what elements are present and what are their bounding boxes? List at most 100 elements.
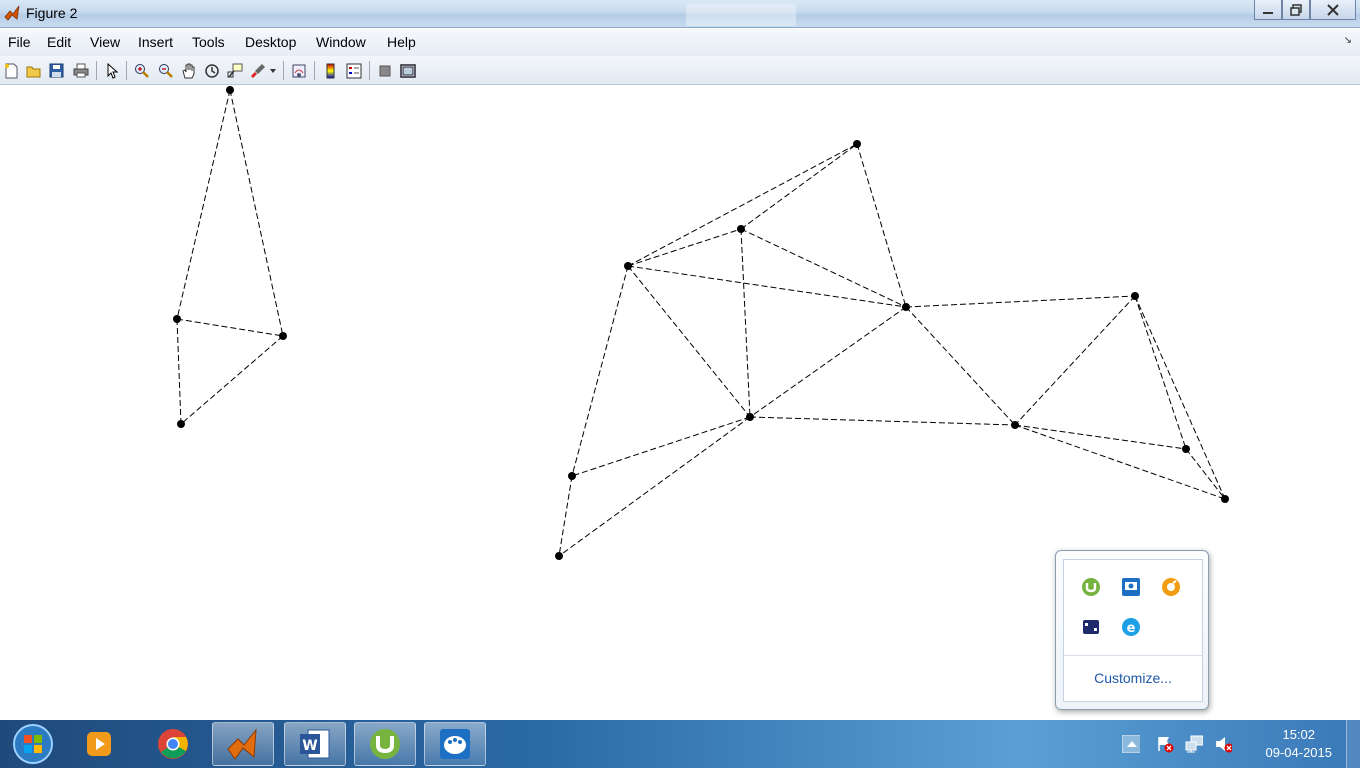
window-controls bbox=[1254, 0, 1356, 22]
edge-n6-n8 bbox=[740, 228, 907, 308]
clock-time: 15:02 bbox=[1282, 727, 1316, 742]
figure-toolbar bbox=[0, 56, 1360, 85]
media-tray-icon[interactable] bbox=[1080, 616, 1102, 638]
show-hidden-arrow-icon[interactable] bbox=[1122, 735, 1140, 753]
restore-icon bbox=[1290, 3, 1302, 16]
node-n4 bbox=[177, 420, 185, 428]
menu-tools[interactable]: Tools bbox=[192, 34, 225, 50]
edge-n9-n12 bbox=[1134, 295, 1187, 450]
menu-bar: File Edit View Insert Tools Desktop Wind… bbox=[0, 29, 1360, 56]
menu-file[interactable]: File bbox=[8, 34, 31, 50]
toolbar-separator bbox=[96, 61, 97, 80]
edge-n8-n11 bbox=[905, 306, 1016, 426]
minimize-icon bbox=[1263, 11, 1273, 14]
edge-n11-n13 bbox=[1014, 424, 1226, 500]
node-n15 bbox=[555, 552, 563, 560]
new-figure-icon[interactable] bbox=[3, 62, 20, 79]
dock-arrow-icon[interactable]: ↘ bbox=[1343, 35, 1352, 46]
taskbar-word[interactable]: W bbox=[284, 722, 346, 766]
menu-window[interactable]: Window bbox=[316, 34, 366, 50]
menu-desktop[interactable]: Desktop bbox=[245, 34, 297, 50]
data-cursor-icon[interactable] bbox=[226, 62, 243, 79]
show-plot-tools-icon[interactable] bbox=[399, 62, 416, 79]
node-n7 bbox=[624, 262, 632, 270]
customize-link[interactable]: Customize... bbox=[1094, 670, 1172, 686]
chrome-icon bbox=[158, 729, 188, 759]
zoom-out-icon[interactable] bbox=[157, 62, 174, 79]
edge-n11-n12 bbox=[1014, 424, 1187, 450]
edge-n1-n3 bbox=[229, 89, 284, 337]
minimize-button[interactable] bbox=[1254, 0, 1282, 20]
zoom-in-icon[interactable] bbox=[133, 62, 150, 79]
action-center-flag-icon[interactable] bbox=[1156, 735, 1174, 753]
node-n14 bbox=[568, 472, 576, 480]
save-icon[interactable] bbox=[48, 62, 65, 79]
matlab-icon bbox=[227, 728, 257, 760]
clock-date: 09-04-2015 bbox=[1265, 745, 1333, 760]
close-button[interactable] bbox=[1310, 0, 1356, 20]
pan-hand-icon[interactable] bbox=[180, 62, 197, 79]
edge-n12-n13 bbox=[1185, 448, 1226, 500]
edge-n8-n9 bbox=[905, 295, 1136, 308]
node-n2 bbox=[173, 315, 181, 323]
insert-legend-icon[interactable] bbox=[345, 62, 362, 79]
utorrent-tray-icon[interactable] bbox=[1080, 576, 1102, 598]
node-n13 bbox=[1221, 495, 1229, 503]
insert-colorbar-icon[interactable] bbox=[322, 62, 339, 79]
node-n11 bbox=[1011, 421, 1019, 429]
volume-muted-icon[interactable] bbox=[1214, 735, 1232, 753]
edge-n7-n6 bbox=[627, 228, 742, 267]
edge-n6-n5 bbox=[740, 143, 858, 230]
edge-n7-n10 bbox=[627, 265, 751, 418]
edge-n10-n11 bbox=[749, 416, 1016, 426]
avast-icon[interactable] bbox=[1160, 576, 1182, 598]
arrow-select-icon[interactable] bbox=[103, 62, 120, 79]
node-n9 bbox=[1131, 292, 1139, 300]
node-n5 bbox=[853, 140, 861, 148]
menu-edit[interactable]: Edit bbox=[47, 34, 72, 50]
taskbar-clock[interactable]: 15:02 09-04-2015 bbox=[1266, 726, 1333, 762]
window-title: Figure 2 bbox=[26, 5, 78, 21]
node-group bbox=[173, 86, 1229, 560]
taskbar-media-player[interactable] bbox=[68, 722, 130, 766]
taskbar-paint[interactable] bbox=[424, 722, 486, 766]
background-window-tab bbox=[686, 4, 796, 26]
taskbar-utorrent[interactable] bbox=[354, 722, 416, 766]
network-plot bbox=[173, 86, 1229, 560]
edge-n2-n3 bbox=[176, 318, 284, 337]
title-bar: Figure 2 bbox=[0, 0, 1360, 28]
remote-control-icon[interactable] bbox=[1120, 576, 1142, 598]
network-icon[interactable] bbox=[1185, 735, 1203, 753]
link-plot-icon[interactable] bbox=[290, 62, 307, 79]
edge-n3-n4 bbox=[180, 335, 284, 425]
brush-icon[interactable] bbox=[249, 62, 266, 79]
taskbar-matlab[interactable] bbox=[212, 722, 274, 766]
ie-tray-icon[interactable]: e bbox=[1120, 616, 1142, 638]
edge-n14-n15 bbox=[558, 475, 573, 557]
menu-help[interactable]: Help bbox=[387, 34, 416, 50]
toolbar-separator bbox=[126, 61, 127, 80]
word-icon: W bbox=[300, 729, 330, 759]
restore-button[interactable] bbox=[1282, 0, 1310, 20]
menu-insert[interactable]: Insert bbox=[138, 34, 174, 50]
toolbar-separator bbox=[369, 61, 370, 80]
show-desktop-button[interactable] bbox=[1346, 720, 1360, 768]
menu-view[interactable]: View bbox=[90, 34, 121, 50]
rotate-3d-icon[interactable] bbox=[203, 62, 220, 79]
taskbar-chrome[interactable] bbox=[142, 722, 204, 766]
edge-n7-n5 bbox=[627, 143, 858, 267]
node-n1 bbox=[226, 86, 234, 94]
brush-dropdown-icon[interactable] bbox=[268, 62, 278, 79]
tray-overflow-panel: e Customize... bbox=[1055, 550, 1209, 710]
open-file-icon[interactable] bbox=[25, 62, 42, 79]
node-n6 bbox=[737, 225, 745, 233]
utorrent-icon bbox=[370, 729, 400, 759]
start-button[interactable] bbox=[6, 723, 60, 765]
print-icon[interactable] bbox=[72, 62, 89, 79]
hide-plot-tools-icon[interactable] bbox=[376, 62, 393, 79]
edge-n10-n14 bbox=[571, 416, 751, 477]
matlab-figure-icon bbox=[4, 5, 20, 21]
edge-n6-n10 bbox=[740, 228, 751, 418]
edge-group bbox=[176, 89, 1226, 557]
edge-n7-n14 bbox=[571, 265, 629, 477]
